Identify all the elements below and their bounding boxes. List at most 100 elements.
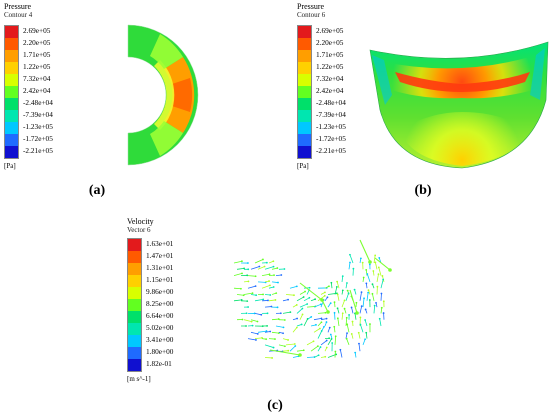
velocity-vector — [285, 343, 295, 346]
velocity-vector-head — [282, 332, 284, 335]
velocity-vector-head — [262, 298, 265, 301]
velocity-vector — [360, 324, 364, 333]
colorbar-swatch — [5, 98, 18, 110]
velocity-vector-head — [378, 317, 381, 320]
velocity-vector-head — [268, 280, 270, 282]
velocity-vector-head — [329, 302, 332, 304]
velocity-vector-head — [293, 294, 295, 297]
wall-bottom-highlight — [400, 112, 530, 166]
colorbar-tick-label: -2.48e+04 — [23, 98, 53, 107]
velocity-vector-head — [283, 345, 286, 348]
legend-b: Pressure Contour 6 2.69e+05 2.20e+05 1.71e… — [297, 3, 358, 170]
velocity-vector-head — [345, 337, 348, 340]
velocity-vector — [243, 319, 252, 323]
velocity-vector-head — [267, 299, 269, 302]
velocity-vector — [264, 266, 274, 270]
velocity-vector — [373, 255, 376, 264]
velocity-vector — [247, 338, 257, 341]
half-ring-peak — [172, 78, 193, 112]
velocity-vector-head — [368, 263, 371, 266]
velocity-vector-head — [245, 325, 247, 327]
velocity-vector-head — [333, 311, 336, 314]
velocity-vector — [236, 267, 245, 270]
half-ring-upper-yellow — [150, 34, 183, 69]
colorbar-swatch — [128, 311, 141, 323]
velocity-vector-head — [272, 265, 275, 268]
velocity-vector-head — [253, 312, 256, 315]
velocity-vector-head — [334, 350, 337, 353]
velocity-vector-head — [325, 339, 328, 342]
velocity-vector-head — [256, 320, 259, 323]
velocity-vector — [337, 294, 340, 301]
colorbar-ticks: 2.69e+05 2.20e+05 1.71e+05 1.22e+05 7.32e+04… — [23, 25, 65, 157]
velocity-vector — [269, 349, 301, 356]
velocity-vector-head — [345, 316, 348, 319]
legend-c: Velocity Vector 6 1.63e+01 1.47e+01 1.31e+… — [127, 218, 188, 383]
colorbar: 1.63e+01 1.47e+01 1.31e+01 1.15e+01 9.86e+00… — [127, 238, 188, 372]
velocity-vector-head — [346, 289, 349, 292]
velocity-vector — [336, 281, 340, 289]
panel-label-a: (a) — [88, 183, 106, 198]
colorbar-tick-label: -2.21e+05 — [316, 146, 346, 155]
velocity-vector-head — [247, 268, 250, 271]
legend-unit: [m s^-1] — [127, 375, 151, 383]
colorbar-swatch — [128, 251, 141, 263]
velocity-vector-head — [349, 261, 351, 264]
velocity-vector-head — [359, 316, 362, 319]
velocity-vector-head — [312, 340, 315, 343]
velocity-vector-head — [325, 317, 328, 320]
colorbar-swatch — [298, 50, 311, 62]
velocity-vector-head — [366, 273, 369, 275]
velocity-vector — [313, 317, 322, 321]
colorbar-swatch — [5, 74, 18, 86]
velocity-vector-head — [293, 343, 296, 345]
velocity-vector-head — [350, 306, 353, 309]
colorbar-tick-label: 1.63e+01 — [146, 239, 174, 248]
colorbar-swatch — [128, 263, 141, 275]
velocity-vector-head — [287, 298, 289, 301]
colorbar-tick-label: 7.32e+04 — [316, 74, 344, 83]
velocity-vector — [345, 293, 349, 301]
velocity-vector-head — [272, 286, 275, 288]
velocity-vector — [271, 281, 279, 283]
half-ring-yellow-inner — [154, 60, 175, 130]
velocity-vector-head — [279, 312, 282, 315]
velocity-vector-head — [335, 286, 338, 288]
velocity-vector-head — [351, 320, 354, 323]
velocity-vector-head — [326, 296, 329, 299]
colorbar-swatch — [298, 122, 311, 134]
velocity-vector-head — [350, 333, 353, 335]
velocity-vector-head — [245, 312, 248, 315]
colorbar-swatches — [127, 238, 142, 372]
velocity-vector — [299, 291, 306, 295]
velocity-vector — [359, 306, 363, 314]
velocity-vector — [285, 294, 294, 296]
velocity-vector-head — [247, 262, 249, 264]
velocity-vector — [254, 313, 262, 316]
velocity-vector — [334, 286, 338, 295]
velocity-vector-head — [348, 314, 350, 316]
velocity-vector — [313, 328, 321, 333]
velocity-vector — [373, 305, 376, 314]
velocity-vector-head — [304, 290, 306, 293]
velocity-vector — [264, 344, 274, 348]
velocity-vector-head — [336, 307, 339, 310]
velocity-vector-head — [364, 319, 367, 321]
velocity-vector-head — [282, 326, 285, 329]
colorbar-tick-label: -2.21e+05 — [23, 146, 53, 155]
colorbar-swatches — [4, 25, 19, 159]
colorbar-tick-label: 2.42e+04 — [23, 86, 51, 95]
velocity-vector — [271, 267, 278, 270]
velocity-vector — [254, 337, 263, 339]
velocity-vector — [271, 318, 279, 321]
velocity-vector — [292, 355, 299, 358]
velocity-vector — [358, 332, 361, 339]
velocity-vector — [317, 312, 326, 314]
colorbar-tick-label: 1.47e+01 — [146, 251, 174, 260]
velocity-vector-head — [241, 318, 244, 321]
colorbar-tick-label: -2.48e+04 — [316, 98, 346, 107]
velocity-vector-head — [308, 296, 311, 299]
velocity-vector — [320, 340, 327, 346]
velocity-vector — [278, 344, 285, 347]
velocity-vector — [346, 324, 350, 333]
